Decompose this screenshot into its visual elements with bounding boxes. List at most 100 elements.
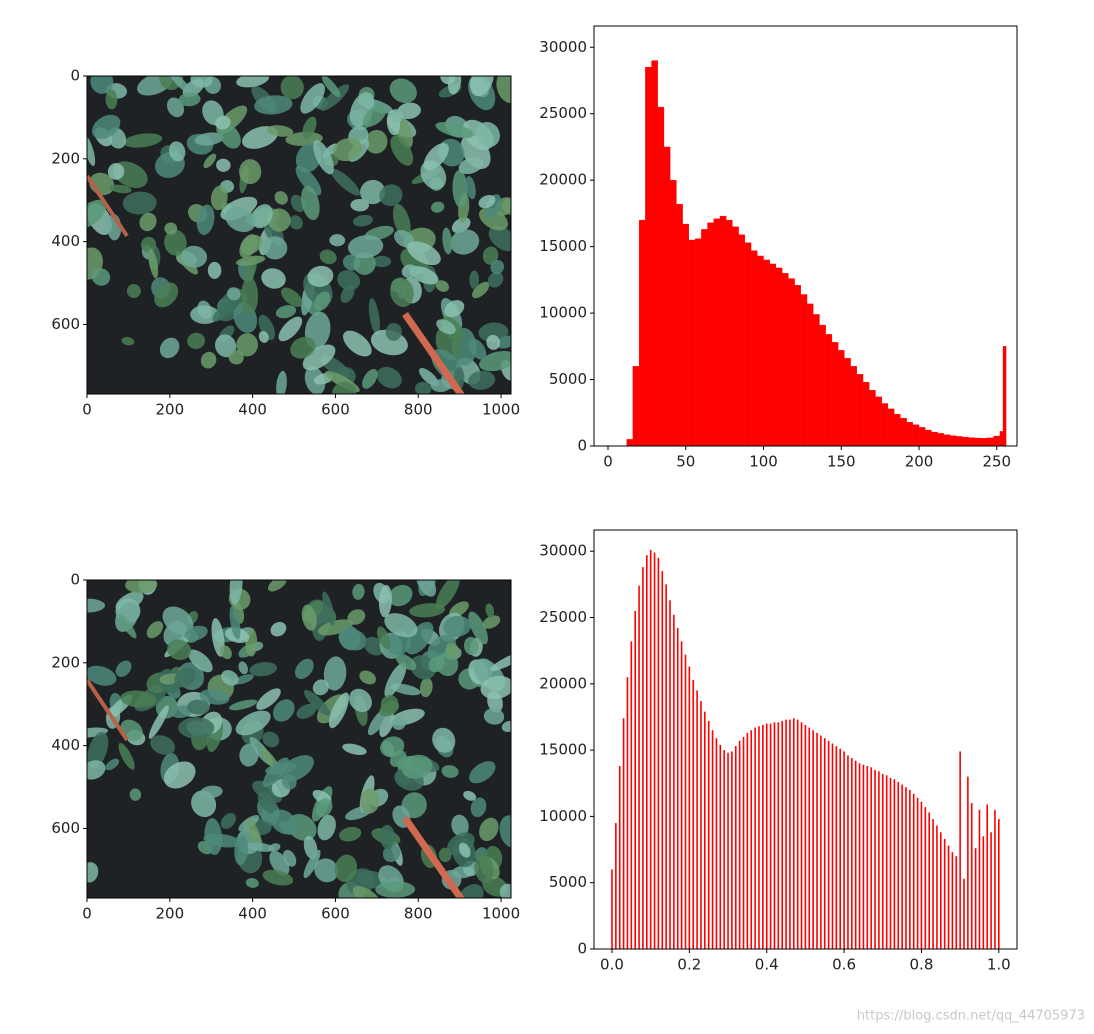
- histogram-bar: [856, 374, 864, 447]
- leaf: [339, 826, 362, 842]
- y-tick-label: 0: [577, 940, 587, 958]
- leaf: [281, 773, 297, 790]
- leaf: [442, 227, 453, 255]
- x-tick-label: 100: [749, 453, 778, 471]
- leaf: [118, 614, 137, 639]
- x-tick-label: 1000: [482, 401, 520, 419]
- leaf: [391, 716, 406, 730]
- leaf: [353, 252, 376, 275]
- histogram-bar: [875, 396, 882, 447]
- bar: [978, 809, 981, 949]
- bar: [959, 751, 961, 949]
- leaf: [87, 598, 106, 613]
- bar: [936, 825, 938, 949]
- leaf: [384, 613, 418, 638]
- bar: [920, 801, 923, 949]
- leaf: [479, 817, 499, 842]
- leaf: [384, 662, 407, 698]
- histogram-bar: [974, 437, 982, 447]
- leaf: [235, 710, 271, 736]
- leaf: [375, 881, 416, 898]
- histogram-bar: [744, 242, 752, 447]
- leaf: [262, 757, 290, 788]
- bar: [665, 584, 667, 949]
- bar: [696, 690, 698, 949]
- leaf: [254, 95, 293, 115]
- y-tick-label: 30000: [539, 542, 587, 560]
- leaf: [262, 236, 288, 260]
- x-tick-label: 200: [155, 905, 184, 923]
- watermark: https://blog.csdn.net/qq_44705973: [857, 1009, 1085, 1024]
- leaf: [194, 132, 224, 146]
- leaf: [296, 703, 317, 719]
- bar: [773, 722, 776, 949]
- bar: [765, 723, 768, 949]
- leaf: [435, 580, 460, 609]
- leaf: [496, 76, 511, 104]
- x-tick-label: 200: [155, 401, 184, 419]
- leaf: [415, 580, 437, 597]
- leaf: [148, 248, 159, 279]
- leaf: [146, 621, 164, 639]
- photo: [87, 76, 511, 394]
- histogram-bar: [844, 358, 851, 447]
- bar: [700, 701, 702, 949]
- leaf: [360, 179, 386, 205]
- bar: [711, 730, 714, 949]
- leaf: [280, 76, 304, 100]
- leaf: [262, 731, 280, 748]
- leaf: [276, 370, 287, 394]
- bar: [734, 746, 737, 949]
- histogram-bar: [850, 366, 857, 447]
- bar: [719, 744, 722, 949]
- leaf: [388, 584, 413, 607]
- bar: [827, 740, 830, 949]
- histogram-bar: [794, 285, 801, 447]
- bar: [955, 856, 958, 949]
- bar: [750, 730, 753, 949]
- leaf: [428, 656, 445, 673]
- leaf: [174, 667, 196, 688]
- bar: [762, 724, 764, 949]
- leaf: [216, 158, 231, 172]
- leaf: [380, 736, 405, 758]
- leaf: [468, 370, 496, 390]
- leaf: [320, 84, 350, 111]
- histogram-bar: [788, 278, 795, 447]
- bar: [963, 878, 965, 949]
- leaf: [378, 584, 392, 618]
- leaf: [200, 351, 217, 369]
- bar: [680, 641, 683, 949]
- y-tick-label: 600: [51, 315, 80, 333]
- bar: [688, 666, 691, 949]
- histogram-bar: [719, 215, 727, 447]
- leaf: [458, 157, 484, 175]
- leaf: [314, 291, 331, 311]
- x-tick-label: 0: [82, 905, 92, 923]
- x-tick-label: 150: [827, 453, 856, 471]
- leaf: [139, 212, 157, 232]
- bar: [615, 823, 617, 949]
- leaf: [245, 878, 259, 888]
- leaf: [148, 705, 169, 739]
- bar: [986, 804, 989, 949]
- leaf: [352, 885, 381, 898]
- bar: [618, 766, 621, 949]
- histogram-bar: [918, 427, 926, 447]
- leaf: [392, 204, 411, 238]
- bar: [858, 763, 861, 949]
- bar: [820, 735, 822, 949]
- leaf: [168, 141, 186, 162]
- histogram-bar: [962, 436, 969, 447]
- leaf: [313, 140, 334, 175]
- bar: [889, 777, 892, 949]
- leaf: [154, 282, 179, 308]
- bar: [646, 555, 648, 949]
- bar: [847, 755, 849, 949]
- bar: [727, 752, 729, 949]
- leaf: [278, 316, 303, 342]
- leaf: [228, 350, 244, 365]
- histogram-bar: [931, 431, 938, 447]
- leaf: [469, 270, 480, 289]
- bar: [746, 732, 749, 949]
